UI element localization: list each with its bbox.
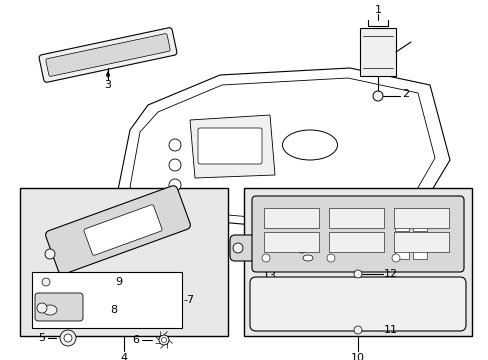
FancyBboxPatch shape bbox=[249, 277, 465, 331]
Circle shape bbox=[37, 303, 47, 313]
Text: 14: 14 bbox=[342, 253, 356, 263]
Bar bbox=[412, 221, 426, 231]
Bar bbox=[328, 208, 383, 228]
Bar bbox=[264, 232, 318, 252]
FancyBboxPatch shape bbox=[198, 128, 262, 164]
Circle shape bbox=[64, 334, 72, 342]
Bar bbox=[328, 232, 383, 252]
FancyBboxPatch shape bbox=[229, 235, 309, 261]
Circle shape bbox=[169, 179, 181, 191]
Bar bbox=[412, 249, 426, 259]
Circle shape bbox=[42, 278, 50, 286]
FancyBboxPatch shape bbox=[84, 205, 162, 255]
Circle shape bbox=[372, 91, 382, 101]
Text: 5: 5 bbox=[39, 333, 45, 343]
Bar bbox=[393, 208, 448, 228]
FancyBboxPatch shape bbox=[251, 196, 463, 272]
Circle shape bbox=[45, 249, 55, 259]
Ellipse shape bbox=[303, 255, 312, 261]
FancyBboxPatch shape bbox=[35, 293, 83, 321]
Bar bbox=[412, 235, 426, 245]
FancyBboxPatch shape bbox=[46, 33, 170, 76]
Circle shape bbox=[161, 338, 166, 342]
Circle shape bbox=[391, 254, 399, 262]
Bar bbox=[32, 272, 182, 328]
Bar bbox=[393, 232, 448, 252]
Bar bbox=[359, 28, 395, 76]
Bar bbox=[244, 188, 471, 336]
Circle shape bbox=[353, 326, 361, 334]
FancyBboxPatch shape bbox=[45, 186, 190, 274]
Text: 7: 7 bbox=[186, 295, 193, 305]
Text: 10: 10 bbox=[350, 353, 364, 360]
Circle shape bbox=[60, 330, 76, 346]
Bar bbox=[394, 249, 408, 259]
Text: 2: 2 bbox=[402, 89, 409, 99]
Ellipse shape bbox=[298, 252, 316, 264]
Circle shape bbox=[232, 243, 243, 253]
Text: 11: 11 bbox=[383, 325, 397, 335]
Ellipse shape bbox=[43, 305, 57, 315]
Text: 13: 13 bbox=[263, 271, 276, 281]
Bar bbox=[394, 221, 408, 231]
Circle shape bbox=[296, 243, 306, 253]
Circle shape bbox=[169, 159, 181, 171]
Circle shape bbox=[353, 270, 361, 278]
Circle shape bbox=[262, 254, 269, 262]
Polygon shape bbox=[190, 115, 274, 178]
Text: 6: 6 bbox=[132, 335, 139, 345]
Text: 9: 9 bbox=[115, 277, 122, 287]
Polygon shape bbox=[118, 68, 449, 230]
Bar bbox=[264, 208, 318, 228]
Text: 15: 15 bbox=[444, 236, 458, 246]
Text: 12: 12 bbox=[383, 269, 397, 279]
Text: 3: 3 bbox=[104, 80, 111, 90]
Circle shape bbox=[169, 139, 181, 151]
Circle shape bbox=[159, 335, 169, 345]
Ellipse shape bbox=[282, 130, 337, 160]
Bar bbox=[394, 235, 408, 245]
Text: 8: 8 bbox=[110, 305, 117, 315]
Text: 1: 1 bbox=[374, 5, 381, 15]
Text: 4: 4 bbox=[120, 353, 127, 360]
FancyBboxPatch shape bbox=[39, 28, 177, 82]
FancyBboxPatch shape bbox=[385, 211, 435, 271]
Bar bbox=[20, 188, 227, 336]
Circle shape bbox=[326, 254, 334, 262]
